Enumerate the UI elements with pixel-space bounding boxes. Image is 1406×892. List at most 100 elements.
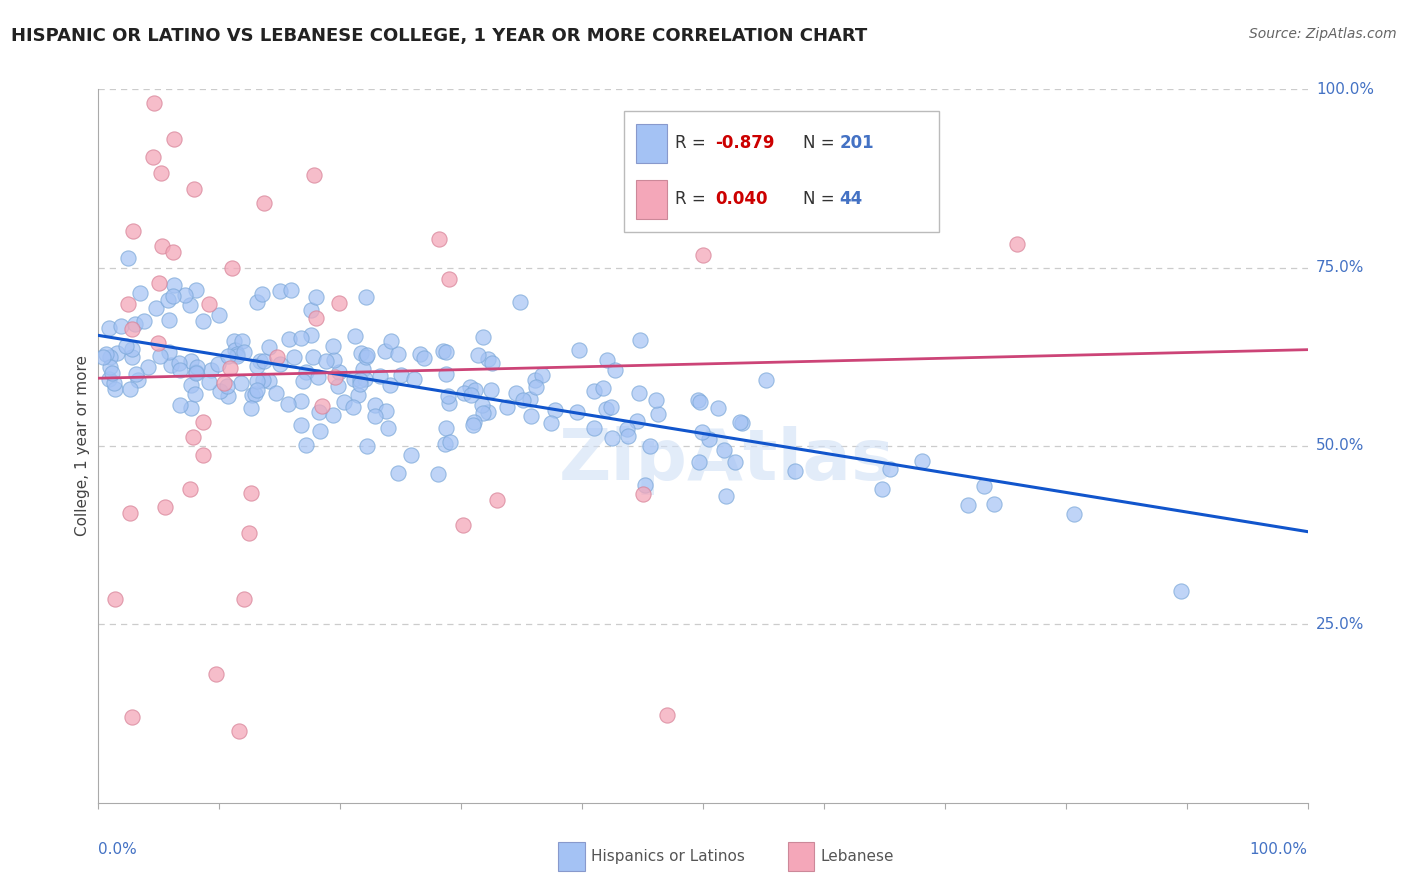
Point <box>600 431 623 445</box>
Point <box>364 409 387 423</box>
Text: 50.0%: 50.0% <box>1316 439 1364 453</box>
Point <box>302 350 325 364</box>
Point <box>240 387 263 401</box>
Text: 100.0%: 100.0% <box>1316 82 1374 96</box>
FancyBboxPatch shape <box>624 111 939 232</box>
Point <box>375 404 398 418</box>
Point <box>460 387 482 401</box>
Text: 0.040: 0.040 <box>716 190 768 208</box>
Point <box>347 387 370 401</box>
Point <box>616 422 638 436</box>
Point <box>150 166 173 180</box>
Point <box>101 366 124 380</box>
Point <box>519 392 541 406</box>
Point <box>349 377 371 392</box>
Point <box>596 352 619 367</box>
Point <box>243 387 266 401</box>
Point <box>451 517 474 532</box>
Point <box>323 370 346 384</box>
Point <box>217 349 239 363</box>
Point <box>333 395 356 409</box>
Point <box>91 350 114 364</box>
Point <box>114 339 136 353</box>
Point <box>1007 236 1029 251</box>
Point <box>270 284 292 298</box>
Point <box>98 350 121 364</box>
Point <box>567 405 589 419</box>
Point <box>328 366 350 380</box>
Y-axis label: College, 1 year or more: College, 1 year or more <box>75 356 90 536</box>
Point <box>524 380 547 394</box>
Point <box>354 289 377 303</box>
Point <box>434 367 457 381</box>
FancyBboxPatch shape <box>558 842 585 871</box>
Point <box>193 314 215 328</box>
Point <box>495 400 517 414</box>
Point <box>217 389 239 403</box>
Point <box>409 347 432 361</box>
Point <box>872 482 894 496</box>
Point <box>688 455 710 469</box>
Point <box>755 373 778 387</box>
Point <box>277 332 299 346</box>
Point <box>434 437 457 451</box>
Point <box>184 283 207 297</box>
Point <box>121 350 143 364</box>
Point <box>374 344 396 359</box>
Text: Source: ZipAtlas.com: Source: ZipAtlas.com <box>1249 27 1396 41</box>
Point <box>136 359 159 374</box>
Point <box>471 330 494 344</box>
Point <box>226 347 249 361</box>
Point <box>364 399 387 413</box>
Point <box>118 506 141 520</box>
Point <box>217 379 239 393</box>
Point <box>117 251 139 265</box>
Point <box>212 376 235 390</box>
Point <box>628 333 651 347</box>
Point <box>179 297 201 311</box>
Point <box>290 331 312 345</box>
Point <box>127 373 149 387</box>
Point <box>257 339 280 353</box>
Point <box>520 409 543 423</box>
Point <box>252 354 274 368</box>
Point <box>471 406 494 420</box>
Point <box>183 182 205 196</box>
FancyBboxPatch shape <box>637 179 666 219</box>
Point <box>724 455 747 469</box>
Point <box>471 398 494 412</box>
Point <box>688 392 710 407</box>
Point <box>307 369 329 384</box>
Point <box>180 378 202 392</box>
Point <box>229 376 252 390</box>
Point <box>157 345 180 359</box>
Point <box>105 346 128 360</box>
Point <box>644 392 666 407</box>
Point <box>250 287 273 301</box>
Point <box>224 343 246 357</box>
Point <box>707 401 730 415</box>
Point <box>477 404 499 418</box>
Point <box>128 285 150 300</box>
Text: -0.879: -0.879 <box>716 135 775 153</box>
Text: 75.0%: 75.0% <box>1316 260 1364 275</box>
Point <box>432 344 454 359</box>
Point <box>167 356 190 370</box>
Point <box>322 339 344 353</box>
Point <box>328 296 350 310</box>
Point <box>233 344 256 359</box>
Point <box>427 467 450 482</box>
Point <box>354 350 377 364</box>
Point <box>162 288 184 302</box>
Point <box>239 401 262 415</box>
Point <box>467 348 489 362</box>
Point <box>304 310 326 325</box>
Point <box>290 417 312 432</box>
Point <box>150 239 173 253</box>
Point <box>280 283 302 297</box>
Point <box>353 372 375 386</box>
Point <box>183 430 205 444</box>
Point <box>245 383 267 397</box>
Point <box>322 408 344 422</box>
Point <box>200 362 222 376</box>
